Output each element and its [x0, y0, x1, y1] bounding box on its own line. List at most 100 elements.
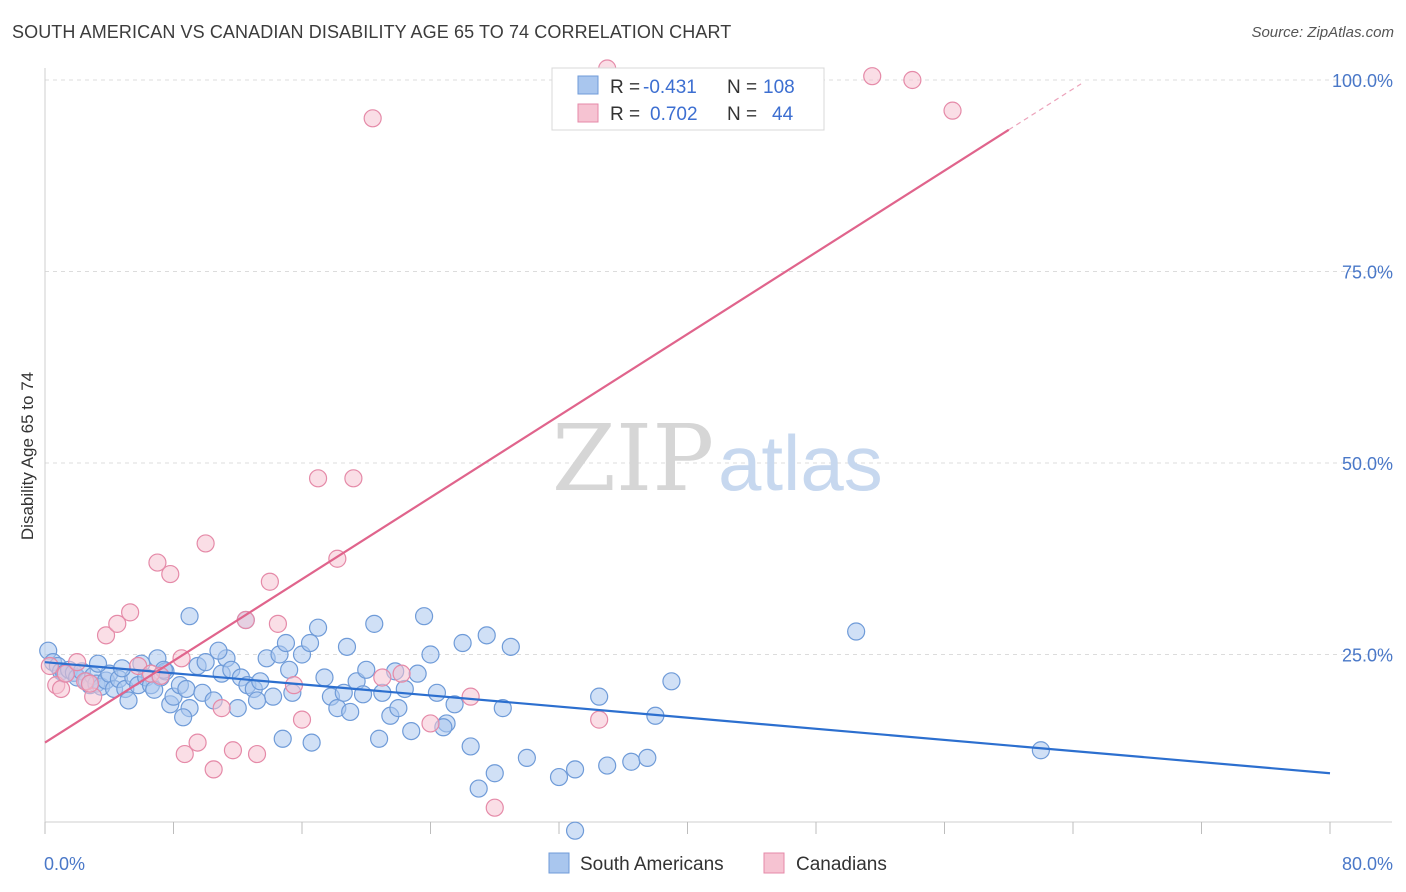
data-point-canadians	[51, 679, 71, 699]
data-point-south-americans	[461, 737, 480, 756]
data-point-canadians	[148, 553, 167, 572]
data-point-south-americans	[273, 729, 292, 748]
data-point-canadians	[308, 469, 328, 488]
data-point-south-americans	[365, 614, 384, 633]
data-point-canadians	[204, 760, 223, 779]
data-point-south-americans	[469, 779, 488, 798]
data-point-south-americans	[315, 668, 334, 687]
data-point-canadians	[40, 656, 59, 676]
legend-r-value-2: 0.702	[650, 104, 698, 125]
data-point-canadians	[223, 741, 243, 760]
data-point-south-americans	[622, 752, 641, 771]
data-point-south-americans	[357, 660, 376, 679]
data-point-canadians	[96, 626, 116, 645]
data-point-south-americans	[485, 764, 504, 783]
data-point-south-americans	[638, 748, 657, 768]
y-tick-label: 50.0%	[1342, 454, 1393, 474]
data-point-south-americans	[276, 633, 296, 653]
data-point-canadians	[421, 714, 440, 733]
data-point-south-americans	[341, 702, 360, 722]
data-point-south-americans	[408, 664, 427, 683]
data-point-canadians	[175, 744, 194, 764]
data-point-canadians	[863, 67, 882, 86]
axes	[44, 68, 1392, 834]
data-point-canadians	[903, 70, 922, 90]
data-point-south-americans	[549, 767, 569, 787]
x-tick-labels: 0.0% 80.0%	[44, 854, 1393, 874]
series-legend: South Americans Canadians	[548, 852, 887, 875]
legend-swatch-blue	[577, 75, 599, 95]
data-point-south-americans	[209, 641, 228, 660]
data-point-south-americans	[228, 699, 247, 718]
trend-line-canadians-extension	[1008, 83, 1082, 131]
data-point-south-americans	[177, 679, 196, 699]
data-point-south-americans	[402, 721, 421, 741]
y-tick-labels: 25.0% 50.0% 75.0% 100.0%	[1332, 71, 1393, 666]
data-point-canadians	[212, 699, 231, 718]
data-point-south-americans	[1031, 741, 1050, 760]
y-tick-label: 100.0%	[1332, 71, 1393, 91]
data-point-south-americans	[300, 633, 320, 653]
data-point-south-americans	[565, 821, 585, 840]
data-point-canadians	[108, 614, 127, 633]
chart-title: SOUTH AMERICAN VS CANADIAN DISABILITY AG…	[12, 22, 732, 42]
source-label: Source: ZipAtlas.com	[1251, 24, 1394, 41]
watermark-atlas: atlas	[718, 419, 883, 507]
data-point-south-americans	[196, 653, 215, 672]
series-legend-label-south-americans: South Americans	[580, 854, 724, 875]
data-point-canadians	[247, 744, 267, 764]
data-point-south-americans	[247, 691, 267, 710]
data-point-canadians	[943, 101, 962, 120]
data-point-south-americans	[445, 695, 464, 714]
data-point-south-americans	[174, 708, 193, 727]
data-point-south-americans	[477, 626, 496, 645]
data-point-south-americans	[427, 683, 447, 702]
data-point-canadians	[485, 798, 504, 817]
data-point-canadians	[363, 109, 382, 128]
legend-n-label-2: N =	[727, 104, 757, 125]
data-point-south-americans	[263, 687, 283, 706]
data-point-south-americans	[421, 645, 440, 664]
data-point-canadians	[590, 710, 609, 729]
x-tick-label: 80.0%	[1342, 854, 1393, 874]
data-point-south-americans	[662, 672, 681, 691]
legend-r-label-2: R =	[610, 104, 640, 125]
data-point-south-americans	[414, 607, 434, 626]
watermark: ZIP atlas	[552, 405, 883, 512]
series-legend-swatch-south-americans	[548, 852, 570, 874]
data-point-canadians	[461, 687, 480, 706]
legend-n-value-1: 108	[763, 77, 795, 98]
legend-r-value-1: -0.431	[643, 77, 697, 98]
trend-line-south-americans	[44, 661, 1331, 775]
data-point-south-americans	[493, 699, 512, 718]
data-point-south-americans	[88, 654, 108, 673]
legend-r-label-1: R =	[610, 77, 640, 98]
data-point-canadians	[392, 664, 411, 683]
data-point-south-americans	[308, 618, 328, 637]
data-point-canadians	[161, 564, 180, 584]
data-point-south-americans	[337, 637, 357, 656]
data-point-canadians	[344, 469, 363, 488]
data-point-south-americans	[501, 637, 520, 656]
grid-lines	[45, 79, 1392, 655]
data-point-south-americans	[565, 760, 585, 779]
data-point-south-americans	[370, 729, 389, 748]
y-tick-label: 25.0%	[1342, 646, 1393, 666]
data-point-canadians	[373, 668, 392, 687]
y-tick-label: 75.0%	[1342, 263, 1393, 283]
data-point-south-americans	[280, 660, 299, 679]
data-point-canadians	[68, 653, 87, 672]
data-point-south-americans	[395, 679, 414, 699]
data-point-canadians	[196, 534, 215, 553]
legend-swatch-pink	[577, 103, 599, 123]
trend-lines	[44, 83, 1331, 775]
data-point-canadians	[268, 614, 288, 633]
south-americans-points	[39, 607, 1050, 840]
data-point-canadians	[121, 603, 140, 622]
data-point-south-americans	[119, 691, 138, 710]
data-point-south-americans	[517, 748, 536, 768]
data-point-south-americans	[453, 633, 472, 653]
series-legend-swatch-canadians	[763, 852, 785, 874]
legend-n-value-2: 44	[772, 104, 794, 125]
